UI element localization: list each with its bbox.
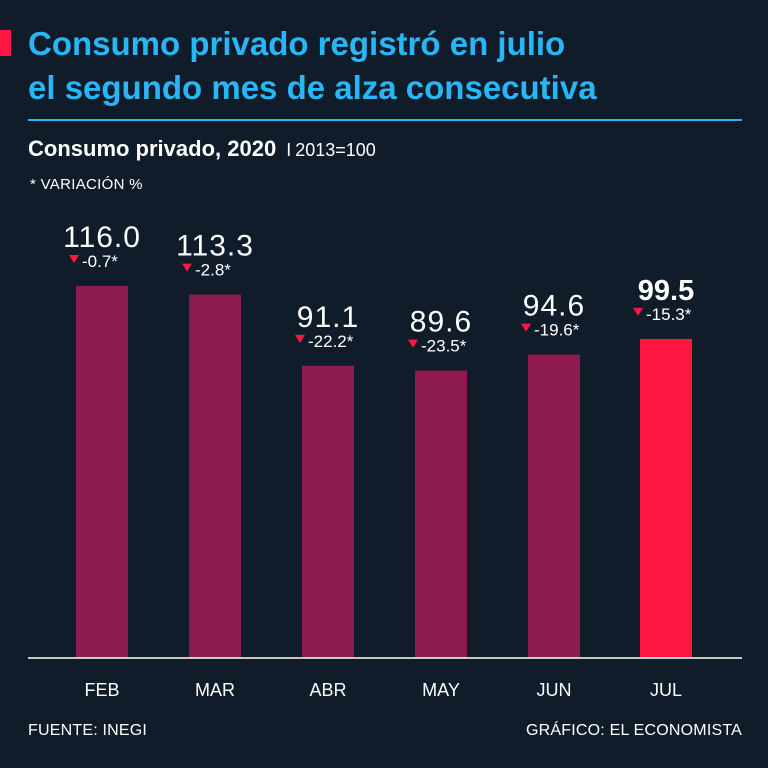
- chart-subtitle-text: Consumo privado, 2020: [28, 136, 277, 161]
- variation-label: -23.5*: [421, 337, 467, 356]
- variation-label: -0.7*: [82, 252, 118, 271]
- down-triangle-icon: [295, 334, 305, 343]
- chart-subtitle: Consumo privado, 2020 I 2013=100: [28, 134, 376, 165]
- category-label: MAY: [422, 680, 460, 700]
- category-label: JUN: [537, 680, 572, 700]
- value-label: 94.6: [523, 290, 585, 323]
- subtitle-separator: I: [286, 140, 292, 160]
- category-label: FEB: [84, 680, 119, 700]
- variation-label: -19.6*: [534, 321, 580, 340]
- value-label: 91.1: [297, 301, 359, 334]
- chart-unit: 2013=100: [295, 140, 376, 160]
- down-triangle-icon: [408, 339, 418, 348]
- headline: Consumo privado registró en julio el seg…: [28, 22, 758, 110]
- bar-abr: [302, 365, 354, 658]
- value-label: 99.5: [638, 275, 694, 307]
- bar-may: [415, 370, 467, 658]
- bar-mar: [189, 294, 241, 658]
- bar-jul: [640, 338, 692, 658]
- category-label: JUL: [650, 680, 682, 700]
- down-triangle-icon: [182, 263, 192, 272]
- down-triangle-icon: [69, 255, 79, 263]
- title-divider: [28, 119, 742, 121]
- down-triangle-icon: [633, 307, 643, 316]
- bar-jun: [528, 354, 580, 658]
- bar-feb: [76, 286, 128, 658]
- value-label: 116.0: [63, 221, 141, 254]
- category-label: MAR: [195, 680, 235, 700]
- title-accent-bar: [0, 30, 11, 56]
- variation-label: -2.8*: [195, 261, 231, 280]
- source-note: FUENTE: INEGI: [28, 722, 148, 739]
- headline-line-1: Consumo privado registró en julio: [28, 25, 566, 62]
- variation-label: -22.2*: [308, 332, 354, 351]
- credit-note: GRÁFICO: EL ECONOMISTA: [526, 722, 742, 739]
- headline-line-2: el segundo mes de alza consecutiva: [28, 69, 597, 106]
- value-label: 113.3: [176, 230, 254, 263]
- down-triangle-icon: [521, 323, 531, 332]
- variation-label: -15.3*: [646, 305, 692, 324]
- value-label: 89.6: [410, 306, 472, 339]
- category-label: ABR: [309, 680, 346, 700]
- variation-note: * VARIACIÓN %: [30, 176, 143, 193]
